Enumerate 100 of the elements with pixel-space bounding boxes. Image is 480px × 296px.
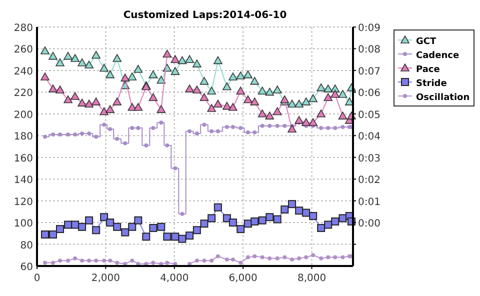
- y-tick-label: 160: [14, 153, 33, 164]
- y-tick-label: 220: [14, 88, 33, 100]
- point: [84, 100, 94, 108]
- point: [113, 222, 122, 231]
- y2-tick-label: 0:04: [358, 132, 380, 143]
- point: [324, 93, 332, 102]
- point: [149, 224, 158, 232]
- point: [288, 100, 296, 108]
- point: [216, 254, 220, 258]
- point: [159, 120, 164, 125]
- point: [92, 98, 100, 106]
- point: [121, 228, 130, 236]
- point: [192, 86, 202, 94]
- point: [64, 95, 72, 104]
- point: [200, 76, 209, 85]
- point: [78, 98, 86, 106]
- point: [288, 124, 296, 133]
- point: [78, 222, 86, 231]
- point: [180, 212, 184, 216]
- point: [236, 225, 245, 234]
- point: [123, 141, 128, 146]
- point: [216, 129, 220, 134]
- point: [295, 206, 304, 215]
- y-tick-label: 60: [20, 262, 33, 273]
- point: [246, 130, 250, 134]
- legend-label: Cadence: [416, 51, 460, 61]
- point: [56, 58, 64, 66]
- point: [222, 82, 232, 90]
- point: [294, 116, 304, 124]
- point: [130, 126, 134, 130]
- point: [170, 55, 180, 63]
- point: [246, 255, 250, 260]
- point: [48, 52, 58, 60]
- point: [266, 213, 274, 222]
- point: [316, 83, 326, 92]
- chart-title: Customized Laps:2014-06-10: [123, 10, 287, 21]
- point: [224, 124, 229, 129]
- point: [268, 124, 272, 128]
- y-tick-label: 280: [14, 23, 33, 34]
- point: [163, 232, 172, 241]
- point: [308, 118, 318, 126]
- point: [151, 260, 156, 265]
- point: [230, 257, 235, 262]
- point: [49, 230, 58, 238]
- point: [134, 216, 142, 224]
- point: [208, 214, 216, 222]
- point: [265, 88, 274, 96]
- point: [265, 112, 274, 120]
- point: [309, 212, 318, 220]
- point: [333, 126, 338, 130]
- point: [302, 118, 310, 126]
- point: [80, 131, 84, 136]
- point: [80, 258, 84, 263]
- x-tick-label: 2,000: [91, 273, 120, 284]
- point: [260, 255, 264, 260]
- point: [151, 126, 156, 130]
- point: [238, 260, 243, 265]
- point: [70, 54, 80, 62]
- point: [134, 64, 143, 73]
- point: [156, 105, 166, 113]
- point: [106, 70, 114, 78]
- point: [100, 107, 108, 116]
- point: [94, 258, 98, 263]
- point: [171, 232, 180, 241]
- point: [210, 258, 214, 263]
- point: [302, 98, 310, 106]
- point: [192, 226, 201, 234]
- point: [112, 54, 122, 62]
- point: [185, 55, 194, 63]
- point: [252, 130, 257, 134]
- point: [58, 132, 62, 137]
- point: [194, 258, 199, 263]
- point: [41, 230, 50, 238]
- point: [87, 258, 92, 263]
- point: [244, 95, 252, 104]
- point: [338, 90, 348, 98]
- point: [250, 98, 260, 106]
- point: [319, 126, 324, 130]
- point: [294, 100, 304, 108]
- point: [108, 127, 112, 132]
- point: [236, 86, 246, 94]
- point: [178, 234, 186, 243]
- y-tick-label: 80: [20, 240, 33, 252]
- point: [258, 216, 266, 224]
- point: [210, 129, 214, 134]
- point: [178, 56, 187, 64]
- y-tick-label: 100: [14, 218, 33, 230]
- point: [102, 122, 106, 127]
- point: [200, 93, 209, 102]
- point: [165, 143, 170, 148]
- point: [273, 215, 282, 224]
- point: [43, 260, 48, 265]
- point: [228, 102, 238, 111]
- point: [238, 126, 243, 130]
- point: [324, 84, 332, 92]
- point: [224, 257, 229, 262]
- point: [85, 216, 94, 224]
- legend-label: GCT: [416, 37, 437, 47]
- point: [214, 203, 222, 212]
- y2-tick-label: 0:00: [358, 218, 380, 230]
